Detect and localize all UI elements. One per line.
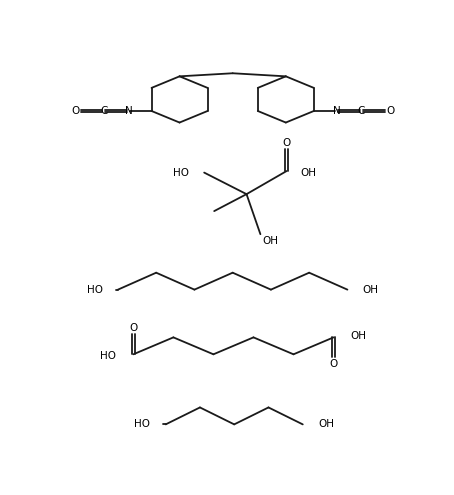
Text: HO: HO [173,168,189,178]
Text: C: C [100,106,108,116]
Text: HO: HO [87,285,103,295]
Text: HO: HO [134,419,150,429]
Text: OH: OH [350,331,366,341]
Text: O: O [330,358,338,369]
Text: O: O [129,323,138,333]
Text: O: O [386,106,394,116]
Text: OH: OH [301,168,316,178]
Text: OH: OH [363,285,379,295]
Text: O: O [282,138,291,148]
Text: OH: OH [318,419,334,429]
Text: HO: HO [100,351,116,361]
Text: O: O [71,106,79,116]
Text: OH: OH [263,236,279,246]
Text: N: N [124,106,132,116]
Text: C: C [358,106,365,116]
Text: N: N [333,106,341,116]
